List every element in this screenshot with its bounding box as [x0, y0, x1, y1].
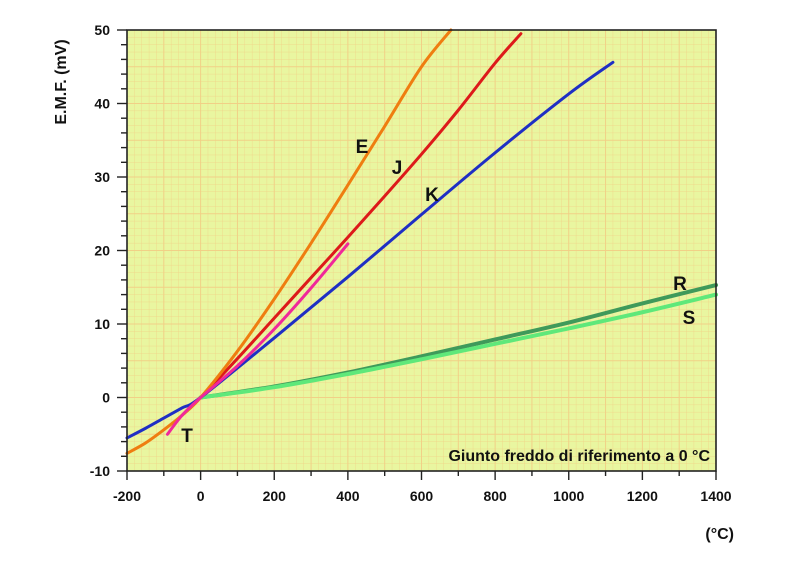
axis-ticks — [117, 29, 717, 480]
series-label-r: R — [673, 274, 687, 295]
y-tick-label: 10 — [94, 316, 110, 332]
x-tick-label: 800 — [483, 488, 507, 504]
x-tick-label: 1000 — [553, 488, 584, 504]
x-tick-label: 200 — [263, 488, 287, 504]
series-labels: E J K T RS — [181, 137, 695, 447]
x-tick-label: -200 — [113, 488, 141, 504]
series-line-t — [165, 242, 350, 436]
x-tick-label: 600 — [410, 488, 434, 504]
series-label-j: J — [392, 158, 403, 179]
series-label-t: T — [181, 426, 193, 447]
series-label-e: E — [356, 137, 369, 158]
x-tick-label: 0 — [197, 488, 205, 504]
series-line-k — [125, 60, 615, 440]
series-line-j — [180, 32, 523, 417]
x-tick-label: 1200 — [627, 488, 658, 504]
series-layer — [125, 28, 718, 455]
y-tick-labels: -10 0 10 20 30 40 50 — [90, 22, 110, 479]
x-axis-unit: (°C) — [705, 526, 734, 543]
series-label-k: K — [425, 185, 439, 206]
reference-junction-note: Giunto freddo di riferimento a 0 °C — [448, 448, 710, 465]
x-tick-label: 400 — [336, 488, 360, 504]
series-label-s: S — [683, 308, 696, 329]
x-tick-label: 1400 — [700, 488, 731, 504]
y-tick-label: 40 — [94, 96, 110, 112]
series-line-e — [125, 28, 453, 455]
series-line-s — [198, 292, 718, 400]
y-tick-label: 20 — [94, 243, 110, 259]
x-tick-labels: -200 0 200 400 600 800 1000 1200 1400 — [113, 488, 732, 504]
y-tick-label: 50 — [94, 22, 110, 38]
y-tick-label: 30 — [94, 169, 110, 185]
y-tick-label: 0 — [102, 390, 110, 406]
y-axis-title: E.M.F. (mV) — [53, 39, 70, 124]
y-tick-label: -10 — [90, 463, 110, 479]
